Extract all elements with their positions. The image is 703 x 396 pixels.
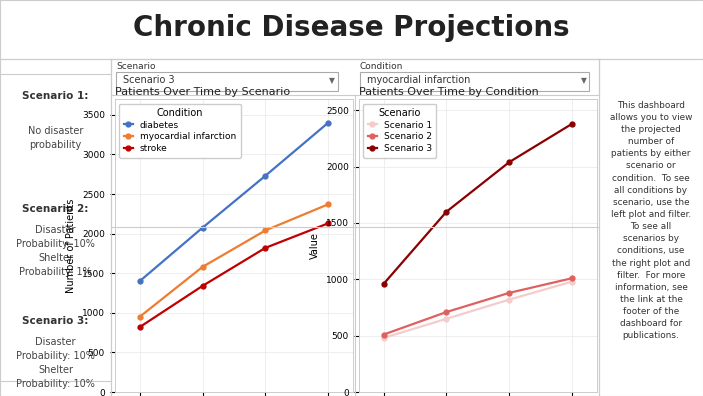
Scenario 1: [505, 297, 513, 302]
Text: Disaster
Probability: 10%
Shelter
Probability: 10%: Disaster Probability: 10% Shelter Probab…: [16, 337, 95, 389]
Line: stroke: stroke: [137, 221, 330, 329]
Y-axis label: Value: Value: [310, 232, 321, 259]
Scenario 3: [380, 282, 388, 286]
diabetes: [324, 120, 333, 125]
diabetes: [198, 225, 207, 230]
Text: Scenario 3: Scenario 3: [123, 76, 175, 86]
Scenario 2: [380, 332, 388, 337]
Text: Scenario 3:: Scenario 3:: [22, 316, 89, 326]
Y-axis label: Number of Patients: Number of Patients: [66, 198, 77, 293]
Text: Disaster
Probability: 10%
Shelter
Probability: 1%: Disaster Probability: 10% Shelter Probab…: [16, 225, 95, 277]
Line: Scenario 1: Scenario 1: [381, 279, 574, 341]
FancyBboxPatch shape: [116, 72, 338, 91]
Legend: Scenario 1, Scenario 2, Scenario 3: Scenario 1, Scenario 2, Scenario 3: [363, 103, 437, 158]
Text: ▼: ▼: [581, 76, 587, 85]
myocardial infarction: [324, 202, 333, 207]
Line: myocardial infarction: myocardial infarction: [137, 202, 330, 319]
Line: diabetes: diabetes: [137, 120, 330, 284]
myocardial infarction: [136, 314, 144, 319]
Text: Scenario 2:: Scenario 2:: [22, 204, 89, 214]
Line: Scenario 2: Scenario 2: [381, 276, 574, 337]
Scenario 2: [442, 310, 451, 314]
Text: Patients Over Time by Condition: Patients Over Time by Condition: [359, 87, 538, 97]
stroke: [261, 246, 269, 250]
Text: Scenario: Scenario: [116, 61, 155, 70]
Scenario 3: [568, 122, 576, 126]
Text: Condition: Condition: [360, 61, 404, 70]
Text: ▼: ▼: [328, 76, 335, 85]
Text: This dashboard
allows you to view
the projected
number of
patients by either
sce: This dashboard allows you to view the pr…: [610, 101, 692, 341]
Text: Chronic Disease Projections: Chronic Disease Projections: [133, 14, 570, 42]
Text: No disaster
probability: No disaster probability: [28, 126, 83, 150]
diabetes: [136, 279, 144, 284]
stroke: [198, 284, 207, 288]
Text: Scenario 1:: Scenario 1:: [22, 91, 89, 101]
Scenario 1: [442, 316, 451, 321]
Scenario 3: [505, 160, 513, 164]
diabetes: [261, 173, 269, 178]
stroke: [136, 325, 144, 329]
Scenario 3: [442, 209, 451, 214]
Text: myocardial infarction: myocardial infarction: [367, 76, 470, 86]
myocardial infarction: [261, 228, 269, 233]
Scenario 1: [380, 335, 388, 340]
myocardial infarction: [198, 265, 207, 269]
Text: Patients Over Time by Scenario: Patients Over Time by Scenario: [115, 87, 290, 97]
stroke: [324, 221, 333, 226]
Scenario 2: [505, 291, 513, 295]
Scenario 2: [568, 276, 576, 281]
Scenario 1: [568, 279, 576, 284]
Line: Scenario 3: Scenario 3: [381, 121, 574, 286]
Legend: diabetes, myocardial infarction, stroke: diabetes, myocardial infarction, stroke: [119, 103, 240, 158]
FancyBboxPatch shape: [360, 72, 589, 91]
